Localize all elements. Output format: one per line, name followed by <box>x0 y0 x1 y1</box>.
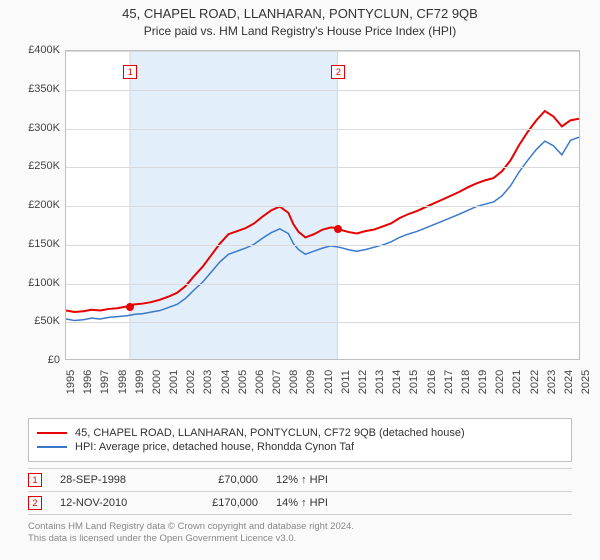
sale-price: £70,000 <box>178 474 258 486</box>
sale-hpi-delta: 14% ↑ HPI <box>276 497 366 509</box>
x-axis-label: 2014 <box>391 370 403 394</box>
grid-line <box>66 284 579 285</box>
legend-item: 45, CHAPEL ROAD, LLANHARAN, PONTYCLUN, C… <box>37 427 563 439</box>
x-axis-label: 2000 <box>151 370 163 394</box>
legend-label: 45, CHAPEL ROAD, LLANHARAN, PONTYCLUN, C… <box>75 427 465 439</box>
x-axis-label: 2003 <box>202 370 214 394</box>
line-series-svg <box>66 51 579 359</box>
grid-line <box>66 245 579 246</box>
chart: 12 £0£50K£100K£150K£200K£250K£300K£350K£… <box>10 42 590 412</box>
x-axis-label: 2025 <box>580 370 592 394</box>
grid-line <box>66 51 579 52</box>
sale-row: 1 28-SEP-1998 £70,000 12% ↑ HPI <box>28 468 572 491</box>
y-axis-label: £250K <box>10 160 60 172</box>
chart-title-address: 45, CHAPEL ROAD, LLANHARAN, PONTYCLUN, C… <box>0 6 600 21</box>
marker-dot <box>126 303 134 311</box>
y-axis-label: £0 <box>10 354 60 366</box>
grid-line <box>66 90 579 91</box>
x-axis-label: 2012 <box>357 370 369 394</box>
x-axis-label: 2024 <box>563 370 575 394</box>
plot-area: 12 <box>65 50 580 360</box>
x-axis-label: 1996 <box>82 370 94 394</box>
sale-marker: 2 <box>28 496 42 510</box>
footer-line: Contains HM Land Registry data © Crown c… <box>28 521 572 533</box>
x-axis-label: 2020 <box>494 370 506 394</box>
x-axis-label: 2013 <box>374 370 386 394</box>
sale-marker: 1 <box>28 473 42 487</box>
marker-label-box: 2 <box>331 65 345 79</box>
marker-dot <box>334 225 342 233</box>
x-axis-label: 2009 <box>305 370 317 394</box>
x-axis-label: 2017 <box>443 370 455 394</box>
x-axis-label: 1999 <box>134 370 146 394</box>
x-axis-label: 2011 <box>340 370 352 394</box>
y-axis-label: £100K <box>10 277 60 289</box>
sale-hpi-delta: 12% ↑ HPI <box>276 474 366 486</box>
footer-attribution: Contains HM Land Registry data © Crown c… <box>28 521 572 546</box>
x-axis-label: 2022 <box>529 370 541 394</box>
x-axis-label: 2007 <box>271 370 283 394</box>
x-axis-label: 2021 <box>511 370 523 394</box>
x-axis-label: 2023 <box>546 370 558 394</box>
legend-swatch <box>37 432 67 434</box>
sale-date: 28-SEP-1998 <box>60 474 160 486</box>
y-axis-label: £50K <box>10 315 60 327</box>
x-axis-label: 2005 <box>237 370 249 394</box>
legend: 45, CHAPEL ROAD, LLANHARAN, PONTYCLUN, C… <box>28 418 572 462</box>
grid-line <box>66 129 579 130</box>
y-axis-label: £150K <box>10 238 60 250</box>
y-axis-label: £200K <box>10 199 60 211</box>
x-axis-label: 2004 <box>220 370 232 394</box>
marker-label-box: 1 <box>123 65 137 79</box>
x-axis-label: 2016 <box>426 370 438 394</box>
y-axis-label: £300K <box>10 122 60 134</box>
legend-swatch <box>37 446 67 448</box>
legend-label: HPI: Average price, detached house, Rhon… <box>75 441 354 453</box>
x-axis-label: 2006 <box>254 370 266 394</box>
footer-line: This data is licensed under the Open Gov… <box>28 533 572 545</box>
y-axis-label: £400K <box>10 44 60 56</box>
x-axis-label: 2019 <box>477 370 489 394</box>
x-axis-label: 1997 <box>99 370 111 394</box>
x-axis-label: 2008 <box>288 370 300 394</box>
x-axis-label: 1998 <box>117 370 129 394</box>
legend-item: HPI: Average price, detached house, Rhon… <box>37 441 563 453</box>
y-axis-label: £350K <box>10 83 60 95</box>
x-axis-label: 2015 <box>408 370 420 394</box>
sale-row: 2 12-NOV-2010 £170,000 14% ↑ HPI <box>28 491 572 515</box>
grid-line <box>66 206 579 207</box>
x-axis-label: 2002 <box>185 370 197 394</box>
grid-line <box>66 322 579 323</box>
x-axis-label: 2010 <box>323 370 335 394</box>
x-axis-label: 2001 <box>168 370 180 394</box>
sales-table: 1 28-SEP-1998 £70,000 12% ↑ HPI 2 12-NOV… <box>28 468 572 515</box>
grid-line <box>66 167 579 168</box>
series-line <box>66 111 579 312</box>
x-axis-label: 2018 <box>460 370 472 394</box>
sale-price: £170,000 <box>178 497 258 509</box>
chart-title-subtitle: Price paid vs. HM Land Registry's House … <box>0 24 600 38</box>
x-axis-label: 1995 <box>65 370 77 394</box>
sale-date: 12-NOV-2010 <box>60 497 160 509</box>
